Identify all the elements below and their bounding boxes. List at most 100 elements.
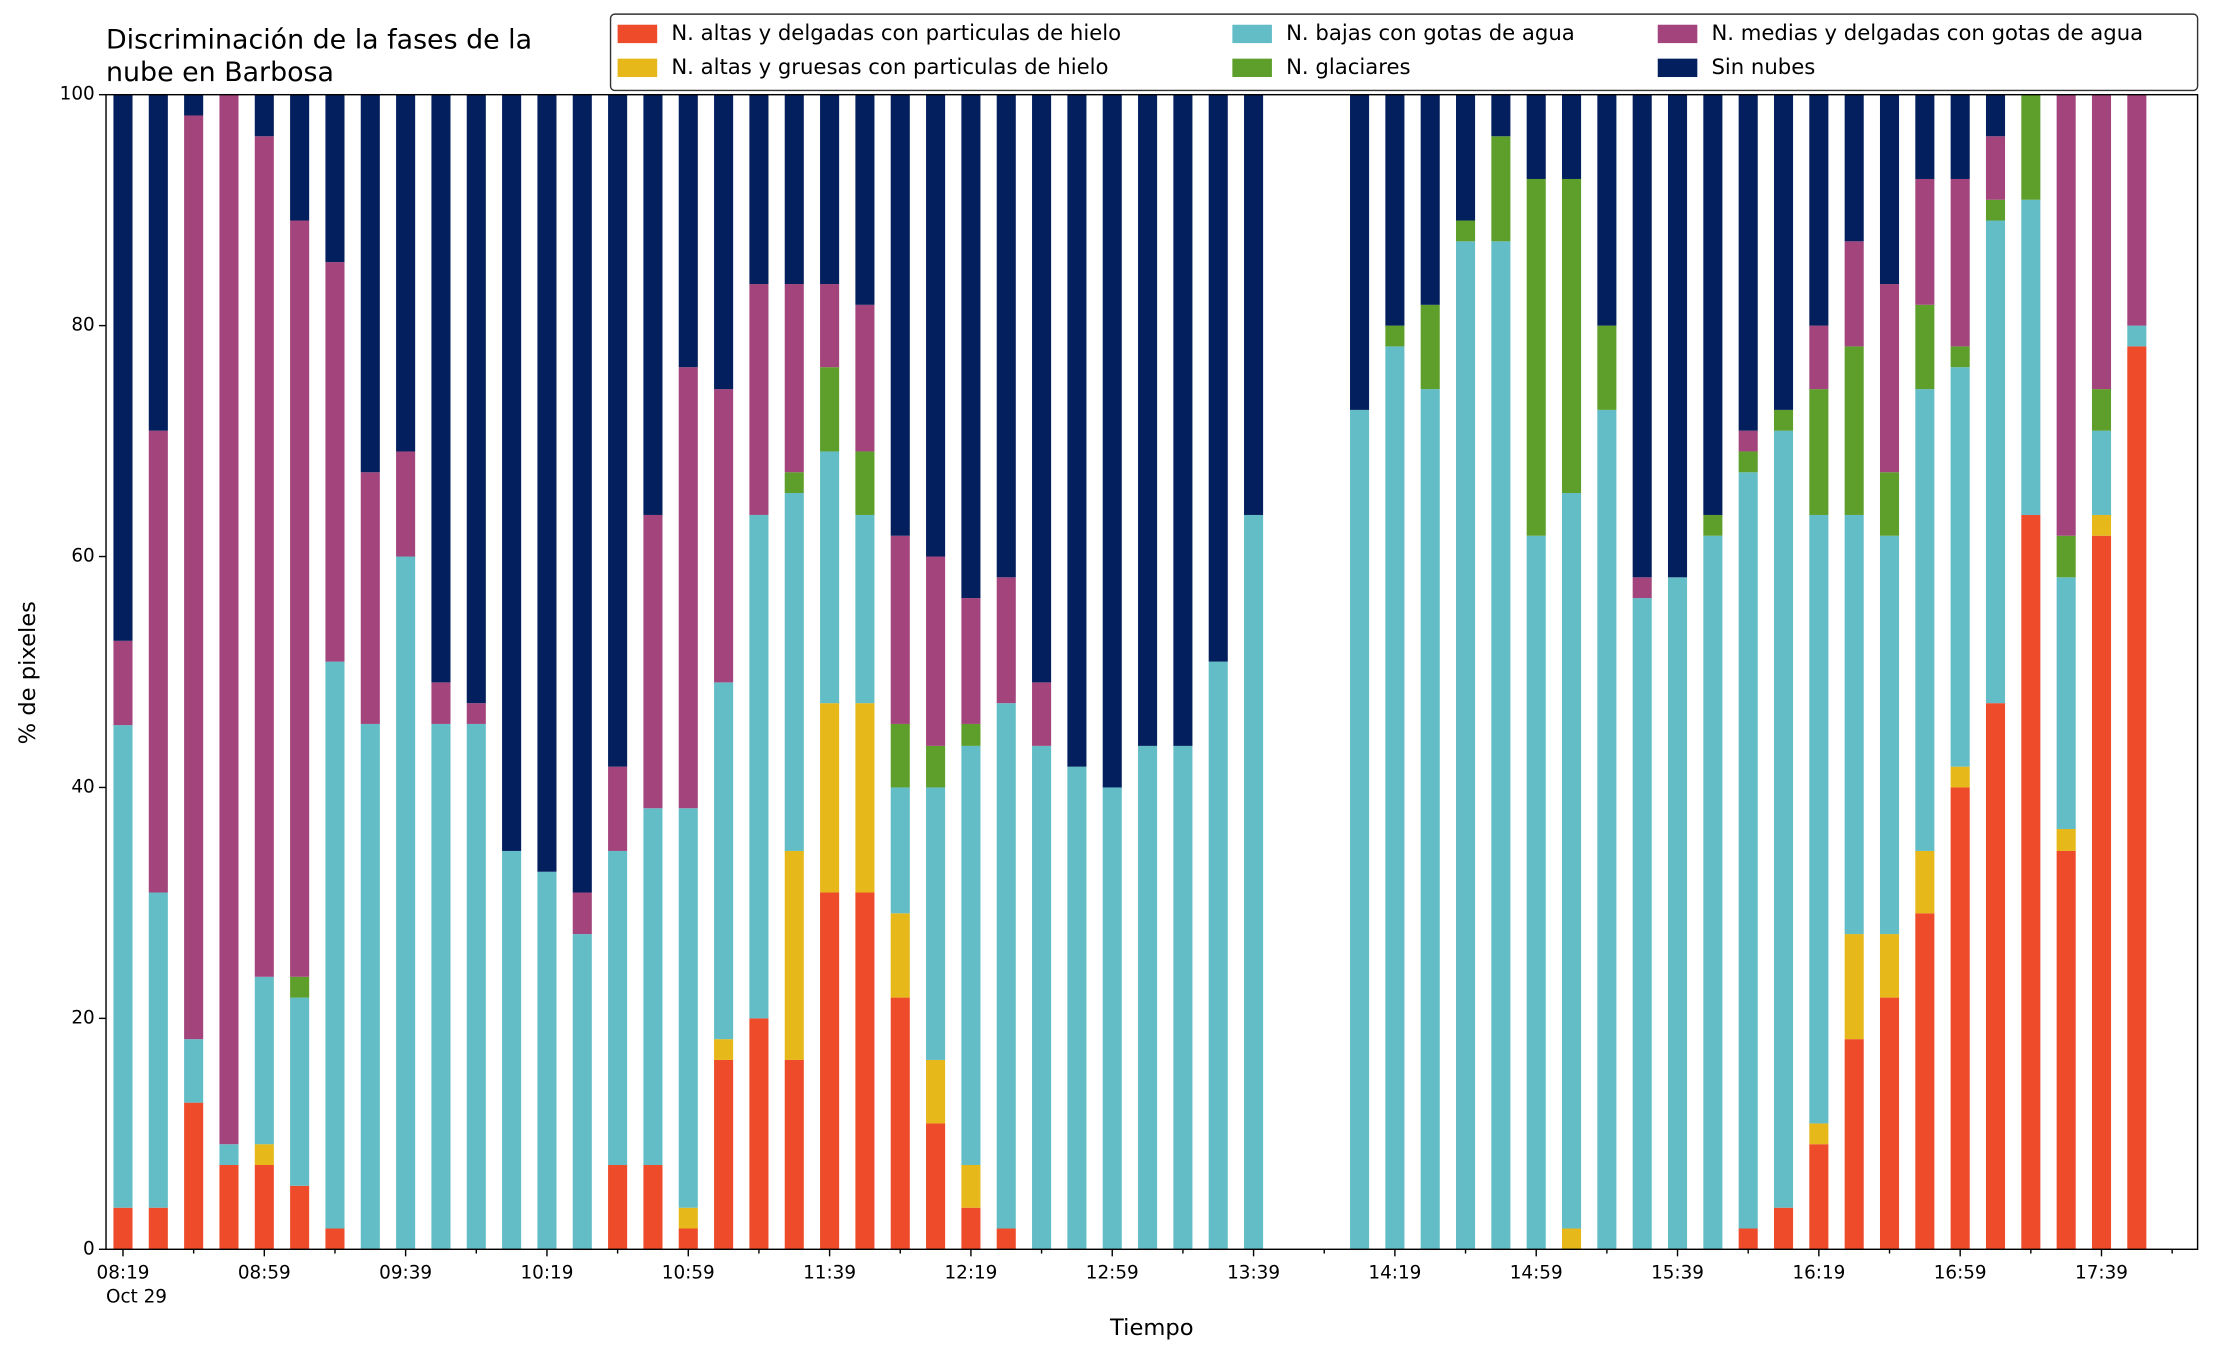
x-tick-label: 13:39	[1227, 1262, 1280, 1283]
bar-segment	[360, 94, 380, 473]
bar-segment	[431, 723, 451, 1250]
bar-segment	[1950, 787, 1970, 1250]
bar-segment	[360, 723, 380, 1250]
bar-segment	[290, 1185, 310, 1250]
bar-segment	[1138, 745, 1158, 1250]
bar-segment	[1773, 430, 1794, 1208]
legend-label: N. bajas con gotas de agua	[1286, 20, 1575, 45]
bar-segment	[1985, 136, 2006, 200]
bar-segment	[855, 892, 875, 1250]
bar-segment	[1703, 94, 1723, 515]
bar-segment	[502, 94, 522, 851]
bar-segment	[890, 913, 910, 998]
bar-segment	[1597, 94, 1617, 326]
bar-segment	[2021, 514, 2041, 1250]
bar-segment	[2091, 430, 2112, 515]
bar-segment	[254, 1165, 274, 1250]
bar-segment	[325, 1228, 345, 1250]
bar-segment	[1173, 745, 1193, 1250]
bar-segment	[1561, 178, 1582, 494]
bar-segment	[219, 1144, 239, 1166]
y-tick-label: 100	[60, 84, 95, 105]
x-tick-label: 10:59	[662, 1262, 715, 1283]
y-tick-label: 20	[71, 1007, 94, 1028]
bar-segment	[148, 1207, 168, 1250]
bar-segment	[2021, 94, 2041, 200]
x-tick-label: 16:59	[1934, 1262, 1987, 1283]
bar-segment	[1385, 94, 1405, 326]
bar-segment	[820, 451, 840, 704]
bar-segment	[466, 723, 486, 1250]
bar-segment	[1491, 136, 1511, 242]
bar-segment	[2056, 94, 2076, 536]
bar-segment	[926, 745, 946, 788]
bar-segment	[961, 1207, 981, 1250]
bar-segment	[325, 262, 345, 662]
bar-segment	[1950, 346, 1970, 368]
y-axis-label: % de pixeles	[15, 601, 41, 744]
bar-segment	[1526, 535, 1546, 1250]
bar-segment	[2056, 850, 2076, 1250]
bar-segment	[2056, 829, 2076, 851]
bar-segment	[1950, 178, 1970, 347]
bar-segment	[1738, 94, 1758, 431]
x-tick-label: 09:39	[379, 1262, 432, 1283]
bar-segment	[1208, 661, 1228, 1250]
bar-segment	[254, 976, 274, 1145]
bar-segment	[678, 1207, 698, 1229]
bar-segment	[996, 94, 1016, 578]
bar-segment	[148, 430, 168, 893]
bar-segment	[1915, 389, 1935, 851]
bar-segment	[926, 94, 946, 557]
x-tick-label: 14:59	[1510, 1262, 1563, 1283]
bar-segment	[2056, 535, 2076, 578]
bar-segment	[1561, 1228, 1582, 1250]
legend-swatch	[617, 58, 658, 78]
bar-segment	[1561, 493, 1582, 1229]
bar-segment	[1809, 389, 1829, 515]
bar-segment	[1773, 409, 1794, 431]
bar-segment	[572, 94, 592, 893]
bar-segment	[1420, 94, 1440, 305]
bar-segment	[1738, 1228, 1758, 1250]
bar-segment	[1032, 745, 1052, 1250]
bar-segment	[148, 892, 168, 1208]
bar-segment	[360, 472, 380, 724]
bar-segment	[113, 640, 133, 726]
bar-segment	[714, 682, 734, 1040]
bar-segment	[1844, 346, 1864, 515]
x-tick-label: 08:19	[97, 1262, 150, 1283]
bar-segment	[855, 304, 875, 452]
bar-segment	[1879, 284, 1900, 473]
bar-segment	[1561, 94, 1582, 179]
bar-segment	[961, 598, 981, 724]
bar-segment	[714, 1039, 734, 1060]
bar-segment	[1032, 682, 1052, 746]
bar-segment	[466, 94, 486, 704]
bar-segment	[855, 451, 875, 515]
bar-segment	[1985, 199, 2006, 221]
bar-segment	[396, 451, 416, 557]
x-tick-label: 10:19	[520, 1262, 573, 1283]
x-tick-label: 08:59	[238, 1262, 291, 1283]
bar-segment	[1738, 451, 1758, 473]
bar-segment	[1632, 577, 1652, 599]
bar-segment	[1879, 472, 1900, 536]
bar-segment	[431, 682, 451, 724]
bar-segment	[855, 514, 875, 704]
bar-segment	[1985, 94, 2006, 137]
bar-segment	[643, 808, 663, 1166]
bar-segment	[784, 1059, 804, 1250]
bar-segment	[254, 136, 274, 977]
bar-segment	[2091, 94, 2112, 390]
bar-segment	[2127, 325, 2147, 347]
bar-segment	[714, 389, 734, 683]
bar-segment	[1385, 346, 1405, 1250]
bar-segment	[1915, 178, 1935, 305]
bar-segment	[1915, 913, 1935, 1250]
bar-segment	[855, 703, 875, 893]
bar-segment	[1385, 325, 1405, 347]
chart-title: Discriminación de la fases de la	[106, 24, 532, 55]
bar-segment	[608, 850, 628, 1166]
bar-segment	[254, 1144, 274, 1166]
